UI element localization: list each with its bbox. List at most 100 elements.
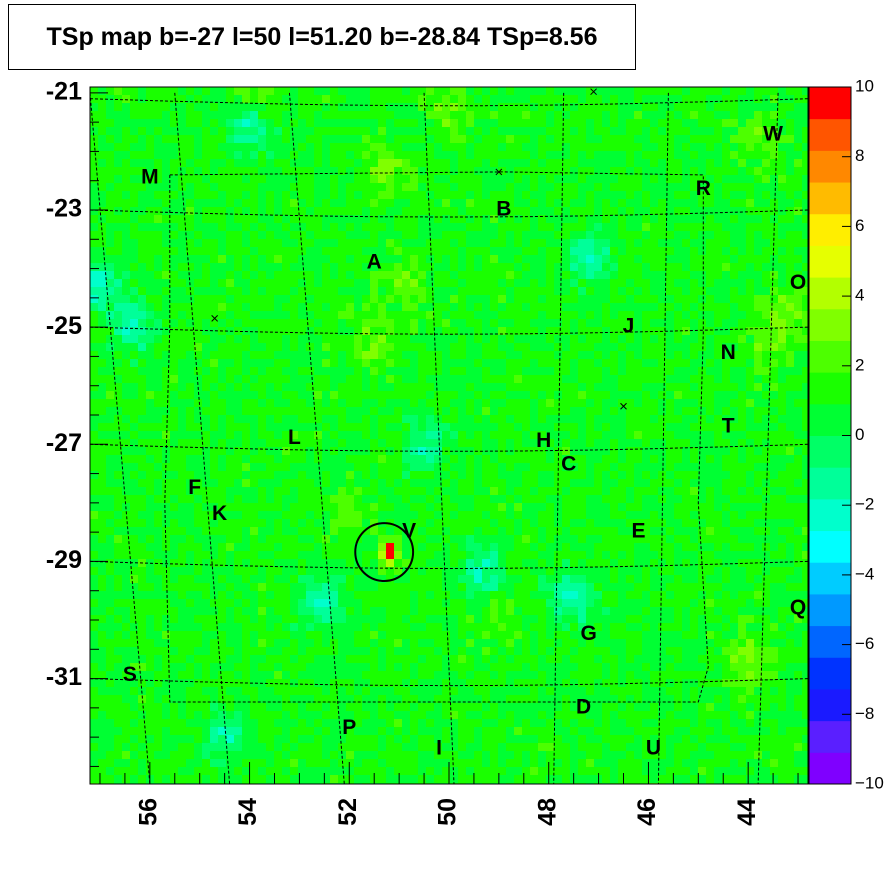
heatmap-cell — [378, 391, 386, 399]
heatmap-cell — [322, 111, 330, 119]
heatmap-cell — [338, 231, 346, 239]
heatmap-cell — [474, 455, 482, 463]
heatmap-cell — [346, 311, 354, 319]
heatmap-cell — [514, 151, 522, 159]
heatmap-cell — [162, 247, 170, 255]
heatmap-cell — [498, 455, 506, 463]
heatmap-cell — [242, 511, 250, 519]
heatmap-cell — [418, 343, 426, 351]
heatmap-cell — [178, 399, 186, 407]
heatmap-cell — [450, 239, 458, 247]
heatmap-cell — [146, 255, 154, 263]
heatmap-cell — [762, 399, 770, 407]
heatmap-cell — [618, 87, 626, 95]
heatmap-cell — [154, 455, 162, 463]
heatmap-cell — [698, 135, 706, 143]
heatmap-cell — [738, 343, 746, 351]
heatmap-cell — [386, 183, 394, 191]
heatmap-cell — [434, 103, 442, 111]
heatmap-cell — [258, 191, 266, 199]
heatmap-cell — [514, 111, 522, 119]
heatmap-cell — [690, 327, 698, 335]
heatmap-cell — [322, 455, 330, 463]
heatmap-cell — [418, 143, 426, 151]
heatmap-cell — [674, 367, 682, 375]
heatmap-cell — [594, 95, 602, 103]
heatmap-cell — [490, 463, 498, 471]
heatmap-cell — [730, 511, 738, 519]
heatmap-cell — [450, 311, 458, 319]
heatmap-cell — [402, 423, 410, 431]
heatmap-cell — [450, 199, 458, 207]
heatmap-cell — [538, 463, 546, 471]
heatmap-cell — [642, 407, 650, 415]
heatmap-cell — [162, 239, 170, 247]
heatmap-cell — [138, 327, 146, 335]
heatmap-cell — [434, 343, 442, 351]
heatmap-cell — [306, 143, 314, 151]
heatmap-cell — [186, 407, 194, 415]
heatmap-cell — [538, 167, 546, 175]
heatmap-cell — [122, 151, 130, 159]
heatmap-cell — [506, 463, 514, 471]
heatmap-cell — [266, 295, 274, 303]
heatmap-cell — [354, 359, 362, 367]
heatmap-cell — [202, 351, 210, 359]
heatmap-cell — [602, 295, 610, 303]
heatmap-cell — [634, 367, 642, 375]
heatmap-cell — [802, 463, 808, 471]
heatmap-cell — [426, 351, 434, 359]
heatmap-cell — [722, 263, 730, 271]
heatmap-cell — [330, 95, 338, 103]
heatmap-cell — [610, 319, 618, 327]
heatmap-cell — [402, 503, 410, 511]
heatmap-cell — [802, 327, 808, 335]
heatmap-cell — [538, 479, 546, 487]
heatmap-cell — [682, 287, 690, 295]
heatmap-cell — [794, 247, 802, 255]
heatmap-cell — [538, 359, 546, 367]
heatmap-cell — [602, 95, 610, 103]
heatmap-cell — [282, 487, 290, 495]
heatmap-cell — [562, 167, 570, 175]
heatmap-cell — [330, 383, 338, 391]
heatmap-cell — [514, 383, 522, 391]
heatmap-cell — [450, 511, 458, 519]
heatmap-cell — [122, 383, 130, 391]
heatmap-cell — [482, 103, 490, 111]
heatmap-cell — [690, 455, 698, 463]
heatmap-cell — [794, 223, 802, 231]
heatmap-cell — [682, 423, 690, 431]
heatmap-cell — [90, 239, 98, 247]
heatmap-cell — [178, 303, 186, 311]
heatmap-cell — [674, 175, 682, 183]
heatmap-cell — [562, 159, 570, 167]
heatmap-cell — [706, 327, 714, 335]
heatmap-cell — [658, 175, 666, 183]
heatmap-cell — [490, 511, 498, 519]
heatmap-cell — [442, 495, 450, 503]
heatmap-cell — [138, 135, 146, 143]
heatmap-cell — [138, 199, 146, 207]
heatmap-cell — [458, 183, 466, 191]
heatmap-cell — [602, 391, 610, 399]
heatmap-cell — [362, 319, 370, 327]
heatmap-cell — [266, 463, 274, 471]
heatmap-cell — [90, 423, 98, 431]
heatmap-cell — [146, 135, 154, 143]
heatmap-cell — [290, 223, 298, 231]
heatmap-cell — [154, 479, 162, 487]
heatmap-cell — [666, 95, 674, 103]
heatmap-cell — [538, 431, 546, 439]
heatmap-cell — [402, 495, 410, 503]
heatmap-cell — [418, 239, 426, 247]
heatmap-cell — [610, 271, 618, 279]
heatmap-cell — [290, 447, 298, 455]
heatmap-cell — [594, 167, 602, 175]
heatmap-cell — [266, 87, 274, 95]
heatmap-cell — [586, 183, 594, 191]
heatmap-cell — [178, 311, 186, 319]
heatmap-cell — [738, 151, 746, 159]
heatmap-cell — [378, 415, 386, 423]
heatmap-cell — [186, 359, 194, 367]
